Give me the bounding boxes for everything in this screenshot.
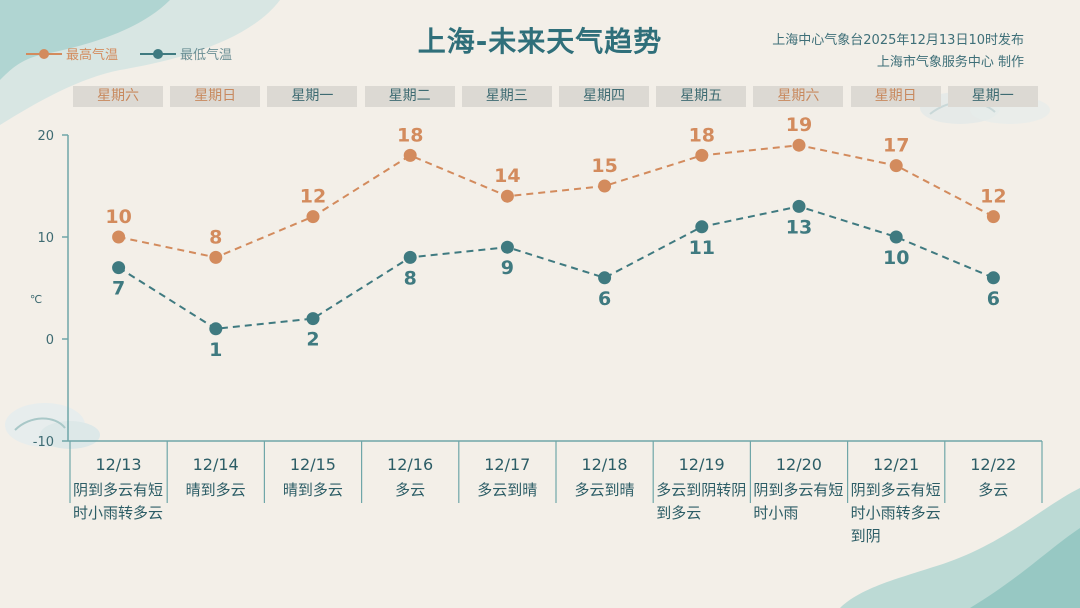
weekday-label: 星期三: [461, 86, 552, 107]
low-temp-point: [889, 230, 903, 244]
low-temp-point: [792, 199, 806, 213]
high-temp-label: 19: [786, 114, 812, 136]
issuer-line-1: 上海中心气象台2025年12月13日10时发布: [772, 33, 1024, 48]
high-temp-point: [403, 148, 417, 162]
low-temp-point: [306, 312, 320, 326]
y-tick-label: 0: [46, 333, 54, 348]
low-temp-point: [598, 271, 612, 285]
weather-description: 多云: [978, 481, 1009, 499]
high-temp-point: [112, 230, 126, 244]
low-temp-point: [695, 220, 709, 234]
date-label: 12/20: [775, 455, 822, 474]
high-temp-point: [598, 179, 612, 193]
low-temp-label: 13: [786, 216, 812, 238]
date-label: 12/16: [387, 455, 434, 474]
low-temp-point: [209, 322, 223, 336]
high-temp-point: [792, 138, 806, 152]
weather-description: 阴到多云有短时小雨转多云到阴: [850, 481, 941, 545]
high-temp-point: [695, 148, 709, 162]
weather-description: 多云到阴转阴到多云: [656, 481, 747, 522]
legend-low-label: 最低气温: [180, 48, 233, 63]
high-temp-label: 8: [209, 226, 222, 248]
low-temp-point: [500, 240, 514, 254]
issuer-info: 上海中心气象台2025年12月13日10时发布 上海市气象服务中心 制作: [772, 30, 1024, 74]
high-temp-label: 17: [883, 135, 909, 157]
issuer-line-2: 上海市气象服务中心 制作: [876, 55, 1024, 70]
weather-description: 阴到多云有短时小雨转多云: [73, 481, 164, 522]
high-temp-point: [986, 210, 1000, 224]
legend-item-low: 最低气温: [140, 44, 232, 63]
high-temp-line: [118, 144, 994, 259]
weather-description: 多云: [395, 481, 426, 499]
high-temp-label: 18: [689, 124, 715, 146]
low-temp-label: 6: [987, 288, 1000, 310]
weekday-label: 星期二: [364, 86, 455, 107]
cloud-decoration-bottom-right: [840, 488, 1080, 608]
weekday-label: 星期日: [850, 86, 941, 107]
date-label: 12/17: [484, 455, 531, 474]
cloud-decoration-left: [5, 403, 100, 449]
y-tick-label: 20: [37, 129, 54, 144]
date-label: 12/19: [678, 455, 725, 474]
high-temp-point: [306, 210, 320, 224]
high-temp-point: [209, 250, 223, 264]
low-temp-point: [403, 250, 417, 264]
page-title: 上海-未来天气趋势: [417, 25, 663, 58]
high-temp-label: 10: [105, 206, 131, 228]
weekday-label: 星期六: [73, 86, 163, 107]
legend-high-label: 最高气温: [66, 48, 119, 63]
low-temp-label: 1: [209, 339, 222, 361]
low-temp-label: 10: [883, 247, 909, 269]
date-label: 12/13: [95, 455, 142, 474]
low-temp-point: [986, 271, 1000, 285]
y-tick-label: 10: [37, 231, 54, 246]
cloud-decoration-top-left: [0, 0, 280, 125]
weekday-label: 星期六: [753, 86, 844, 107]
legend-item-high: 最高气温: [26, 44, 118, 63]
weekday-label: 星期一: [947, 86, 1038, 107]
legend: 最高气温 最低气温: [26, 44, 232, 63]
low-temp-label: 6: [598, 288, 611, 310]
high-temp-label: 14: [494, 165, 520, 187]
high-temp-label: 18: [397, 124, 423, 146]
legend-low-marker: [140, 48, 177, 59]
legend-high-marker: [26, 48, 62, 59]
low-temp-label: 8: [404, 267, 417, 289]
low-temp-label: 9: [501, 257, 514, 279]
weather-description: 晴到多云: [185, 481, 246, 499]
low-temp-line: [118, 205, 994, 330]
low-temp-label: 2: [306, 329, 319, 351]
date-label: 12/15: [289, 455, 336, 474]
weekday-label: 星期五: [656, 86, 747, 107]
high-temp-point: [889, 159, 903, 173]
date-label: 12/18: [581, 455, 628, 474]
weather-description: 晴到多云: [282, 481, 343, 499]
date-label: 12/21: [873, 455, 920, 474]
weather-description: 多云到晴: [574, 481, 635, 499]
weather-description: 阴到多云有短时小雨: [753, 481, 844, 522]
high-temp-label: 12: [980, 186, 1006, 208]
low-temp-label: 7: [112, 278, 125, 300]
weekday-row: 星期六 星期日 星期一 星期二 星期三 星期四 星期五 星期六 星期日 星期一: [70, 86, 1040, 108]
low-temp-label: 11: [689, 237, 715, 259]
y-tick-label: -10: [33, 435, 54, 450]
low-temp-point: [112, 261, 126, 275]
date-label: 12/14: [192, 455, 239, 474]
date-label: 12/22: [970, 455, 1017, 474]
high-temp-point: [500, 189, 514, 203]
weekday-label: 星期四: [559, 86, 649, 107]
y-axis-unit-label: ℃: [30, 293, 42, 306]
weekday-label: 星期日: [170, 86, 261, 107]
high-temp-label: 15: [591, 155, 617, 177]
high-temp-label: 12: [300, 186, 326, 208]
weekday-label: 星期一: [267, 86, 358, 107]
weather-description: 多云到晴: [477, 481, 538, 499]
